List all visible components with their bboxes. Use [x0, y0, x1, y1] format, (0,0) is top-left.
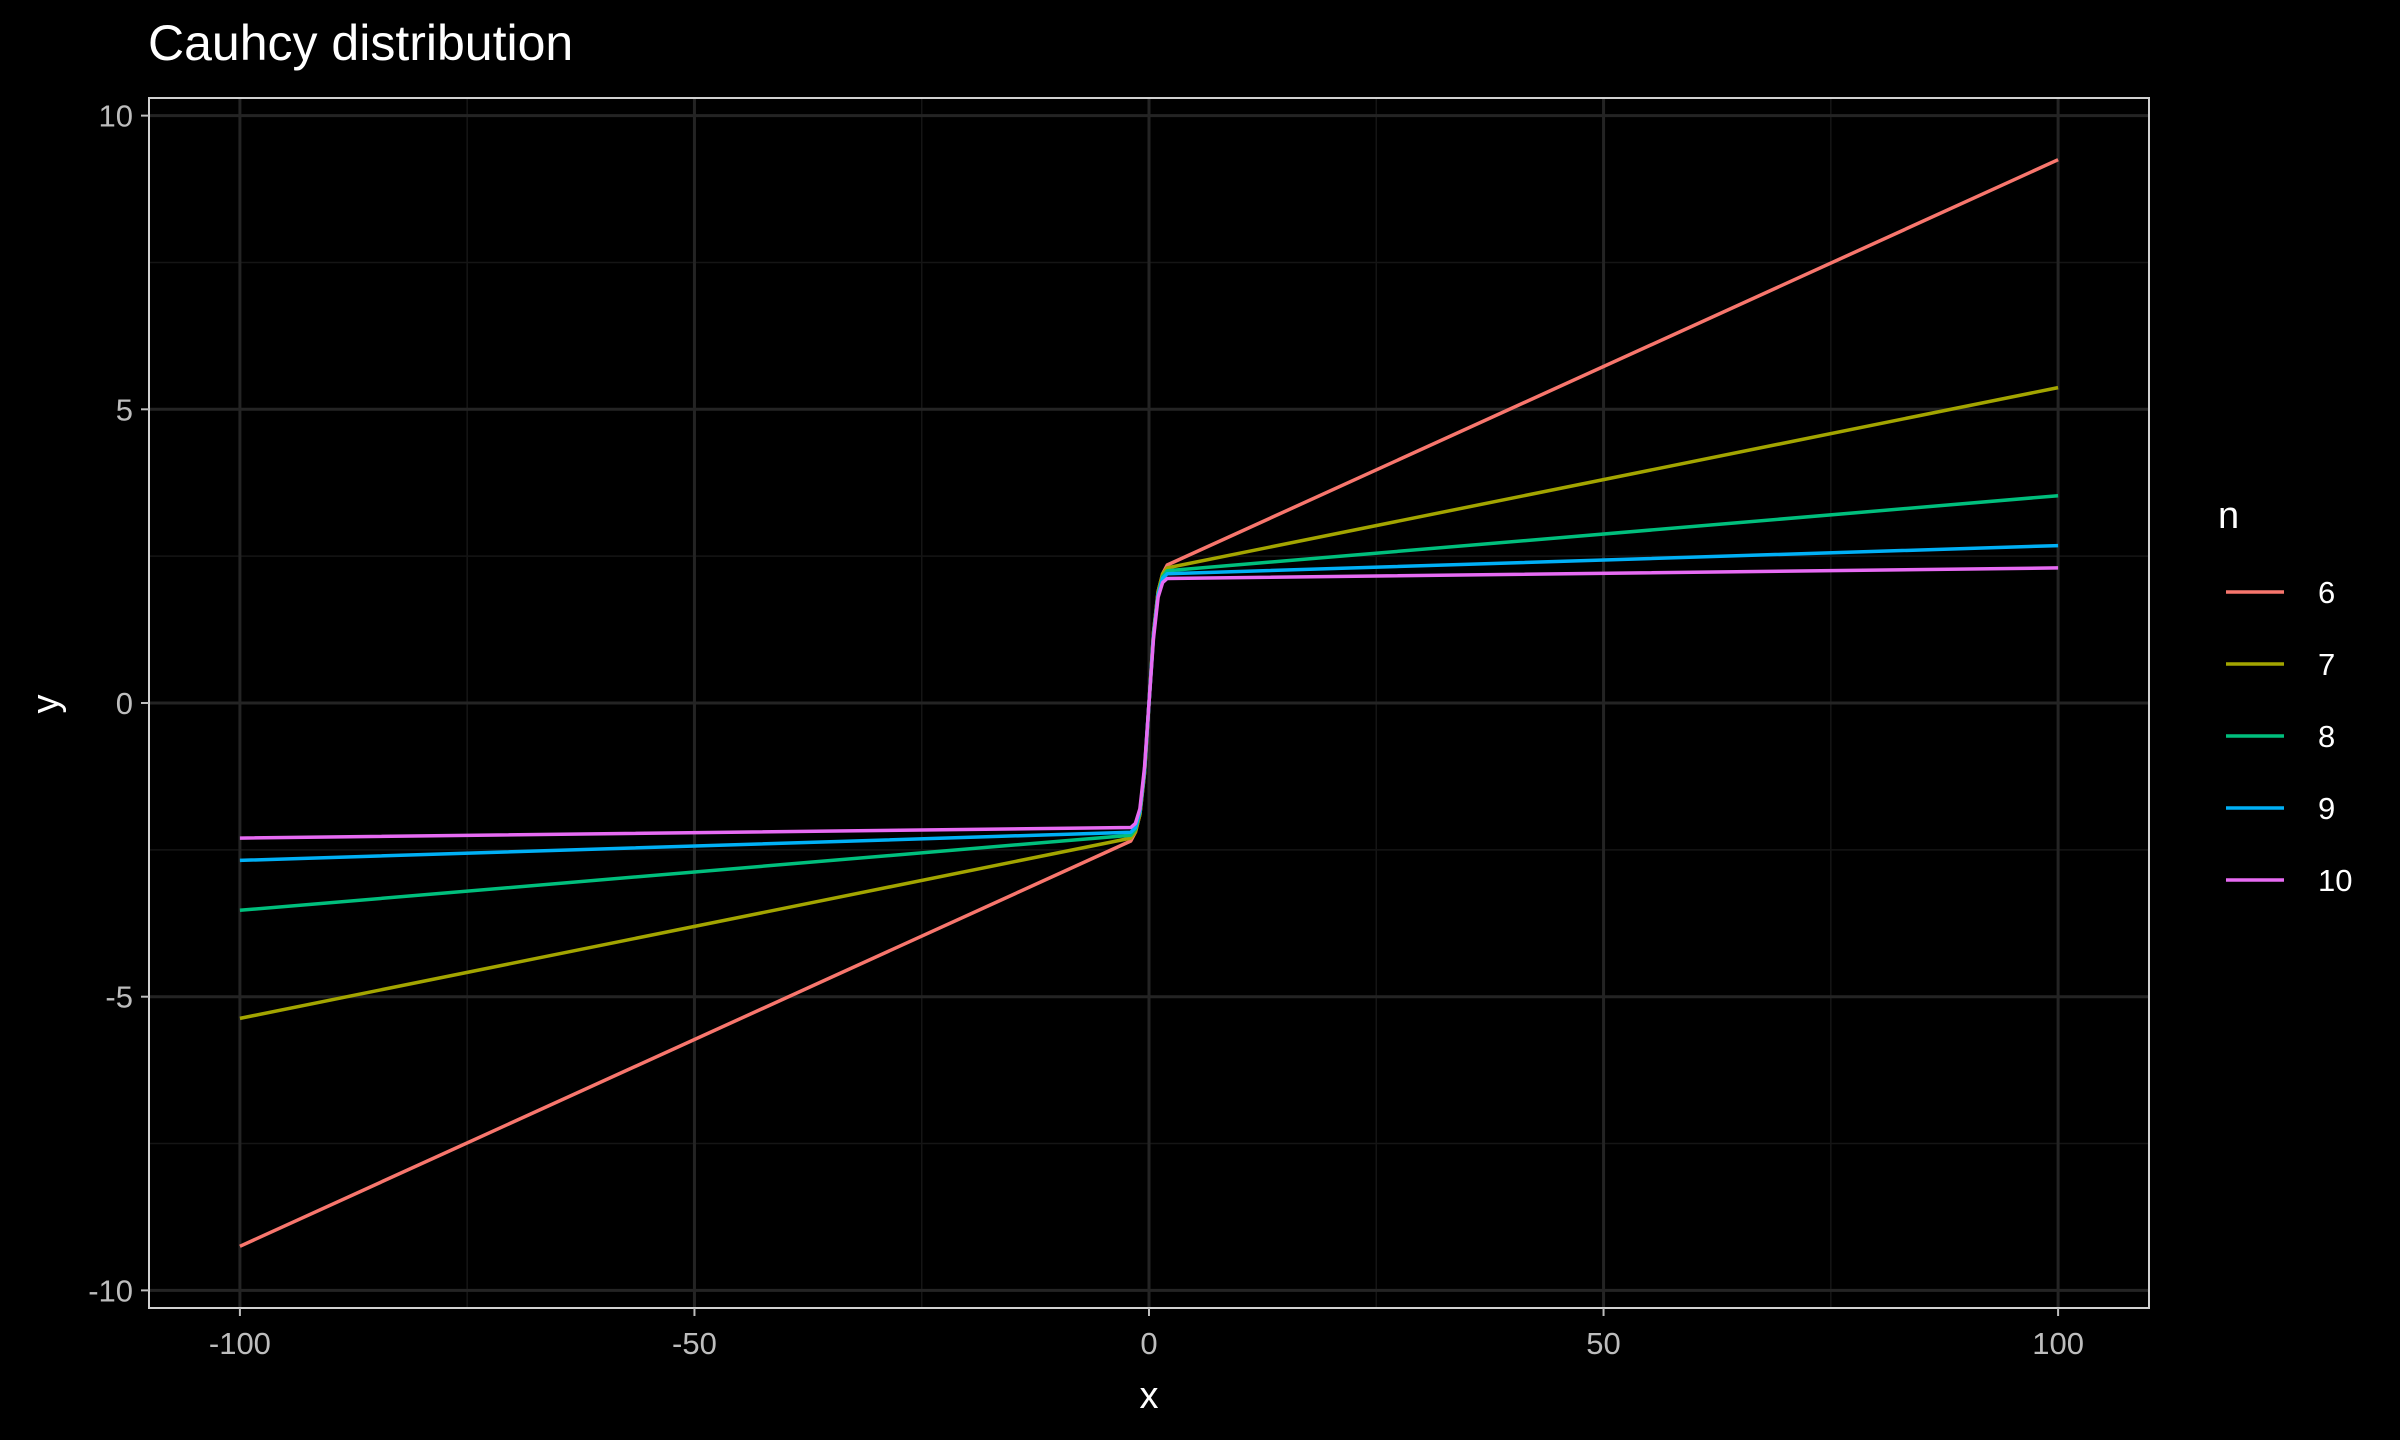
legend: n 6 7 8 9 10 [2218, 495, 2352, 898]
x-axis-title: x [1140, 1375, 1159, 1417]
y-tick-label: 0 [116, 686, 133, 721]
y-tick-label: -10 [88, 1273, 133, 1308]
legend-title: n [2218, 495, 2239, 537]
legend-item: 6 [2226, 575, 2335, 610]
x-tick-label: 100 [2032, 1326, 2084, 1361]
legend-label: 9 [2318, 791, 2335, 826]
legend-label: 10 [2318, 863, 2352, 898]
x-tick-label: 50 [1586, 1326, 1620, 1361]
plot-panel [148, 97, 2150, 1309]
x-axis: -100 -50 0 50 100 [209, 1308, 2084, 1361]
y-tick-label: -5 [105, 980, 133, 1015]
x-tick-label: 0 [1140, 1326, 1157, 1361]
y-axis-title: y [25, 695, 67, 714]
legend-item: 9 [2226, 791, 2335, 826]
x-tick-label: -100 [209, 1326, 271, 1361]
series-line-10 [239, 566, 2059, 840]
legend-items: 6 7 8 9 10 [2226, 575, 2352, 898]
y-tick-label: 10 [99, 99, 133, 134]
legend-item: 8 [2226, 719, 2335, 754]
y-tick-label: 5 [116, 392, 133, 427]
y-axis: -10 -5 0 5 10 [88, 99, 149, 1308]
legend-label: 6 [2318, 575, 2335, 610]
legend-label: 8 [2318, 719, 2335, 754]
legend-item: 10 [2226, 863, 2352, 898]
legend-item: 7 [2226, 647, 2335, 682]
x-tick-label: -50 [672, 1326, 717, 1361]
legend-label: 7 [2318, 647, 2335, 682]
chart-title: Cauhcy distribution [148, 15, 573, 71]
